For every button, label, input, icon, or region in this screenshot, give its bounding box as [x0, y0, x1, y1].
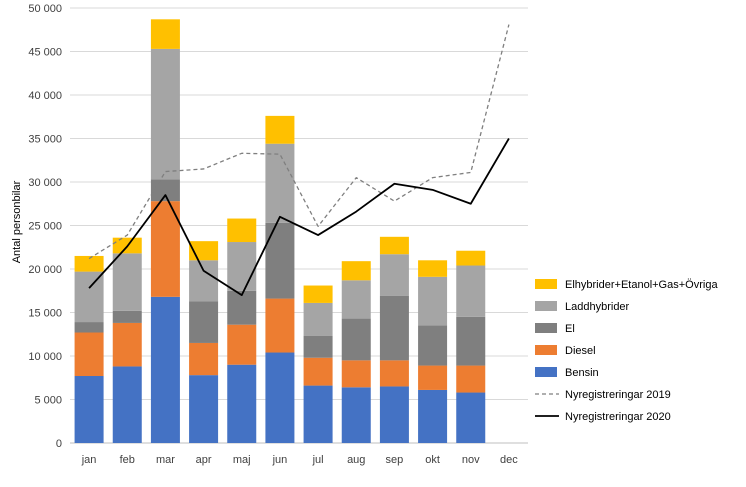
- bar-segment-el: [227, 290, 257, 325]
- legend-label: Nyregistreringar 2019: [565, 389, 671, 401]
- legend-label: Diesel: [565, 345, 596, 357]
- y-tick-label: 30 000: [28, 177, 62, 189]
- bar-segment-laddhybrider: [341, 280, 371, 319]
- bar-segment-diesel: [418, 365, 448, 390]
- bar-segment-el: [265, 222, 295, 299]
- bar-segment-laddhybrider: [227, 242, 257, 291]
- bar-segment-laddhybrider: [189, 260, 219, 302]
- bar-segment-laddhybrider: [303, 302, 333, 336]
- y-tick-label: 20 000: [28, 264, 62, 276]
- bar-segment-elhybrider-etanol-gas-vriga: [456, 250, 486, 266]
- legend[interactable]: Elhybrider+Etanol+Gas+Övriga Laddhybrider…: [535, 279, 718, 423]
- bar-segment-diesel: [456, 365, 486, 393]
- x-tick-label: jun: [272, 454, 288, 466]
- legend-label: Bensin: [565, 367, 599, 379]
- bar-segment-laddhybrider: [456, 265, 486, 317]
- x-tick-label: feb: [120, 454, 135, 466]
- bar-segment-bensin: [227, 364, 257, 443]
- legend-swatch: [535, 301, 557, 311]
- bar-segment-diesel: [112, 322, 142, 367]
- bar-segment-laddhybrider: [74, 271, 104, 323]
- legend-swatch: [535, 367, 557, 377]
- x-tick-label: okt: [425, 454, 440, 466]
- bar-segment-laddhybrider: [112, 253, 142, 311]
- bar-segment-el: [341, 318, 371, 361]
- y-tick-label: 50 000: [28, 3, 62, 15]
- bar-segment-el: [112, 310, 142, 323]
- bar-segment-elhybrider-etanol-gas-vriga: [227, 218, 257, 243]
- line-series: [88, 24, 510, 297]
- bar-segment-diesel: [265, 298, 295, 353]
- legend-swatch: [535, 279, 557, 289]
- bar-segment-el: [189, 301, 219, 343]
- legend-swatch: [535, 345, 557, 355]
- y-tick-label: 0: [56, 438, 62, 450]
- bar-segment-el: [418, 325, 448, 366]
- bar-segment-bensin: [112, 366, 142, 443]
- y-tick-label: 45 000: [28, 47, 62, 59]
- legend-label: Nyregistreringar 2020: [565, 411, 671, 423]
- bar-segment-diesel: [74, 332, 104, 377]
- bar-segment-elhybrider-etanol-gas-vriga: [303, 285, 333, 303]
- x-tick-label: apr: [196, 454, 212, 466]
- bar-segment-elhybrider-etanol-gas-vriga: [150, 19, 180, 49]
- bar-segment-bensin: [74, 376, 104, 443]
- y-tick-label: 35 000: [28, 134, 62, 146]
- bar-segment-elhybrider-etanol-gas-vriga: [74, 255, 104, 272]
- bar-segment-el: [150, 179, 180, 202]
- bar-segment-bensin: [456, 392, 486, 443]
- bar-segment-bensin: [303, 385, 333, 443]
- y-tick-label: 40 000: [28, 90, 62, 102]
- x-tick-label: aug: [347, 454, 365, 466]
- bar-segment-el: [379, 295, 409, 361]
- bar-segment-elhybrider-etanol-gas-vriga: [341, 261, 371, 281]
- bar-segment-diesel: [150, 201, 180, 297]
- x-tick-label: mar: [156, 454, 175, 466]
- legend-label: Elhybrider+Etanol+Gas+Övriga: [565, 279, 718, 291]
- bar-segment-diesel: [341, 360, 371, 388]
- bar-segment-laddhybrider: [150, 48, 180, 180]
- bar-segment-bensin: [150, 296, 180, 443]
- legend-label: El: [565, 323, 575, 335]
- bar-segment-diesel: [303, 357, 333, 386]
- legend-label: Laddhybrider: [565, 301, 630, 313]
- bar-segment-elhybrider-etanol-gas-vriga: [265, 115, 295, 144]
- stacked-bars: [74, 19, 486, 443]
- bar-segment-laddhybrider: [418, 276, 448, 326]
- y-axis-ticks: 0 5 000 10 000 15 000 20 000 25 000 30 000 35 0…: [28, 3, 62, 450]
- bar-segment-elhybrider-etanol-gas-vriga: [379, 236, 409, 255]
- x-axis-ticks: jan feb mar apr maj jun jul aug sep okt nov dec: [81, 454, 519, 466]
- y-tick-label: 10 000: [28, 351, 62, 363]
- y-axis-label: Antal personbilar: [11, 180, 23, 263]
- bar-segment-laddhybrider: [379, 254, 409, 296]
- bar-segment-el: [456, 316, 486, 366]
- bar-segment-diesel: [379, 360, 409, 387]
- x-tick-label: jul: [312, 454, 324, 466]
- line-nyregistreringar-2019: [88, 24, 510, 260]
- x-tick-label: jan: [81, 454, 97, 466]
- y-tick-label: 5 000: [34, 395, 62, 407]
- bar-segment-bensin: [265, 352, 295, 443]
- bar-segment-laddhybrider: [265, 143, 295, 223]
- x-tick-label: nov: [462, 454, 480, 466]
- bar-segment-bensin: [418, 389, 448, 443]
- x-tick-label: maj: [233, 454, 251, 466]
- line-nyregistreringar-2020: [88, 138, 510, 297]
- y-tick-label: 15 000: [28, 308, 62, 320]
- bar-segment-bensin: [189, 375, 219, 443]
- legend-swatch: [535, 323, 557, 333]
- x-tick-label: dec: [500, 454, 518, 466]
- bar-segment-elhybrider-etanol-gas-vriga: [418, 260, 448, 277]
- bar-segment-bensin: [379, 386, 409, 443]
- y-tick-label: 25 000: [28, 221, 62, 233]
- x-tick-label: sep: [386, 454, 404, 466]
- bar-segment-el: [74, 322, 104, 333]
- bar-segment-el: [303, 335, 333, 358]
- bar-segment-diesel: [189, 342, 219, 376]
- bar-segment-bensin: [341, 387, 371, 443]
- bar-segment-diesel: [227, 324, 257, 365]
